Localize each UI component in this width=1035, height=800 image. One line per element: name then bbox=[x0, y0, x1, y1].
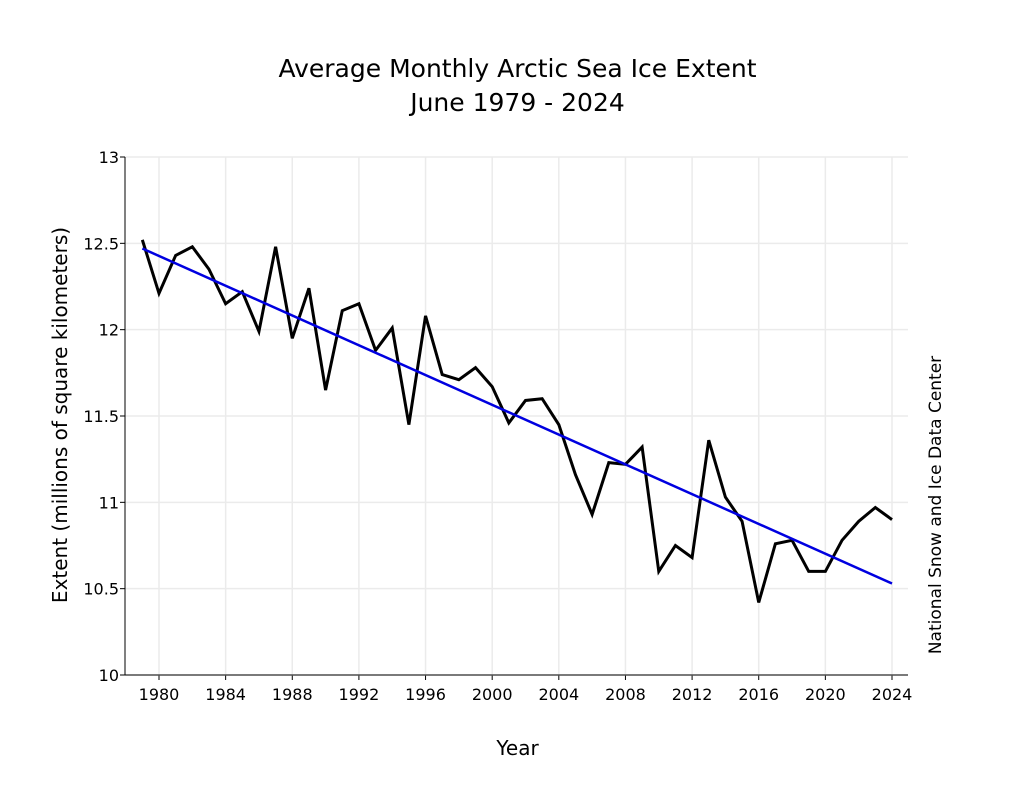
y-tick-label: 13 bbox=[99, 148, 119, 167]
x-tick-label: 2016 bbox=[738, 685, 779, 704]
x-axis-label: Year bbox=[496, 736, 539, 760]
chart-title: Average Monthly Arctic Sea Ice Extent bbox=[278, 54, 757, 83]
x-tick-label: 2024 bbox=[872, 685, 913, 704]
x-tick-label: 1984 bbox=[205, 685, 246, 704]
y-tick-label: 12.5 bbox=[83, 234, 119, 253]
x-tick-label: 2000 bbox=[472, 685, 513, 704]
x-tick-label: 1992 bbox=[339, 685, 380, 704]
extent-series-line bbox=[140, 239, 893, 603]
x-tick-label: 2012 bbox=[672, 685, 713, 704]
y-tick-label: 11 bbox=[99, 493, 119, 512]
y-tick-label: 11.5 bbox=[83, 407, 119, 426]
x-tick-label: 1980 bbox=[139, 685, 180, 704]
trend-line bbox=[141, 247, 893, 585]
x-tick-label: 2004 bbox=[538, 685, 579, 704]
x-tick-label: 1996 bbox=[405, 685, 446, 704]
y-tick-label: 10 bbox=[99, 666, 119, 685]
y-tick-label: 12 bbox=[99, 321, 119, 340]
x-tick-label: 2020 bbox=[805, 685, 846, 704]
chart-subtitle: June 1979 - 2024 bbox=[410, 88, 625, 117]
y-tick-label: 10.5 bbox=[83, 580, 119, 599]
x-tick-label: 1988 bbox=[272, 685, 313, 704]
x-tick-label: 2008 bbox=[605, 685, 646, 704]
